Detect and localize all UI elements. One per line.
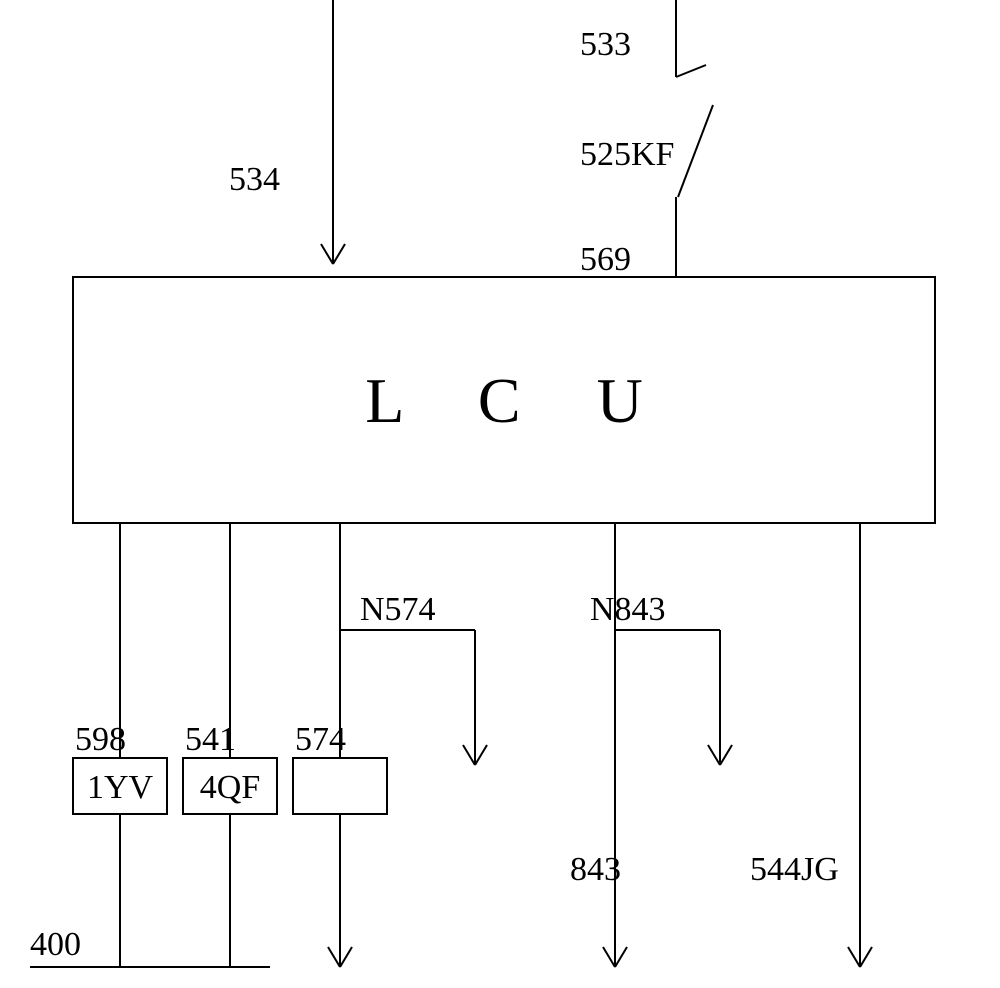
out-541-4QF-box-label: 4QF xyxy=(200,769,260,806)
label-574: 574 xyxy=(295,721,346,758)
out-574-box-box xyxy=(293,758,387,814)
label-598: 598 xyxy=(75,721,126,758)
label-843: 843 xyxy=(570,851,621,888)
label-569: 569 xyxy=(580,241,631,278)
label-534: 534 xyxy=(229,161,280,198)
label-533: 533 xyxy=(580,26,631,63)
out-598-1YV-box-label: 1YV xyxy=(87,769,154,806)
lcu-diagram: L C U 534 533 525KF 569 1YV 598 4QF 541 574 843 544… xyxy=(0,0,1000,988)
label-525KF: 525KF xyxy=(580,136,674,173)
label-400: 400 xyxy=(30,926,81,963)
label-N574: N574 xyxy=(360,591,436,628)
lcu-label: L C U xyxy=(365,365,673,436)
label-N843: N843 xyxy=(590,591,666,628)
label-544JG: 544JG xyxy=(750,851,839,888)
label-541: 541 xyxy=(185,721,236,758)
